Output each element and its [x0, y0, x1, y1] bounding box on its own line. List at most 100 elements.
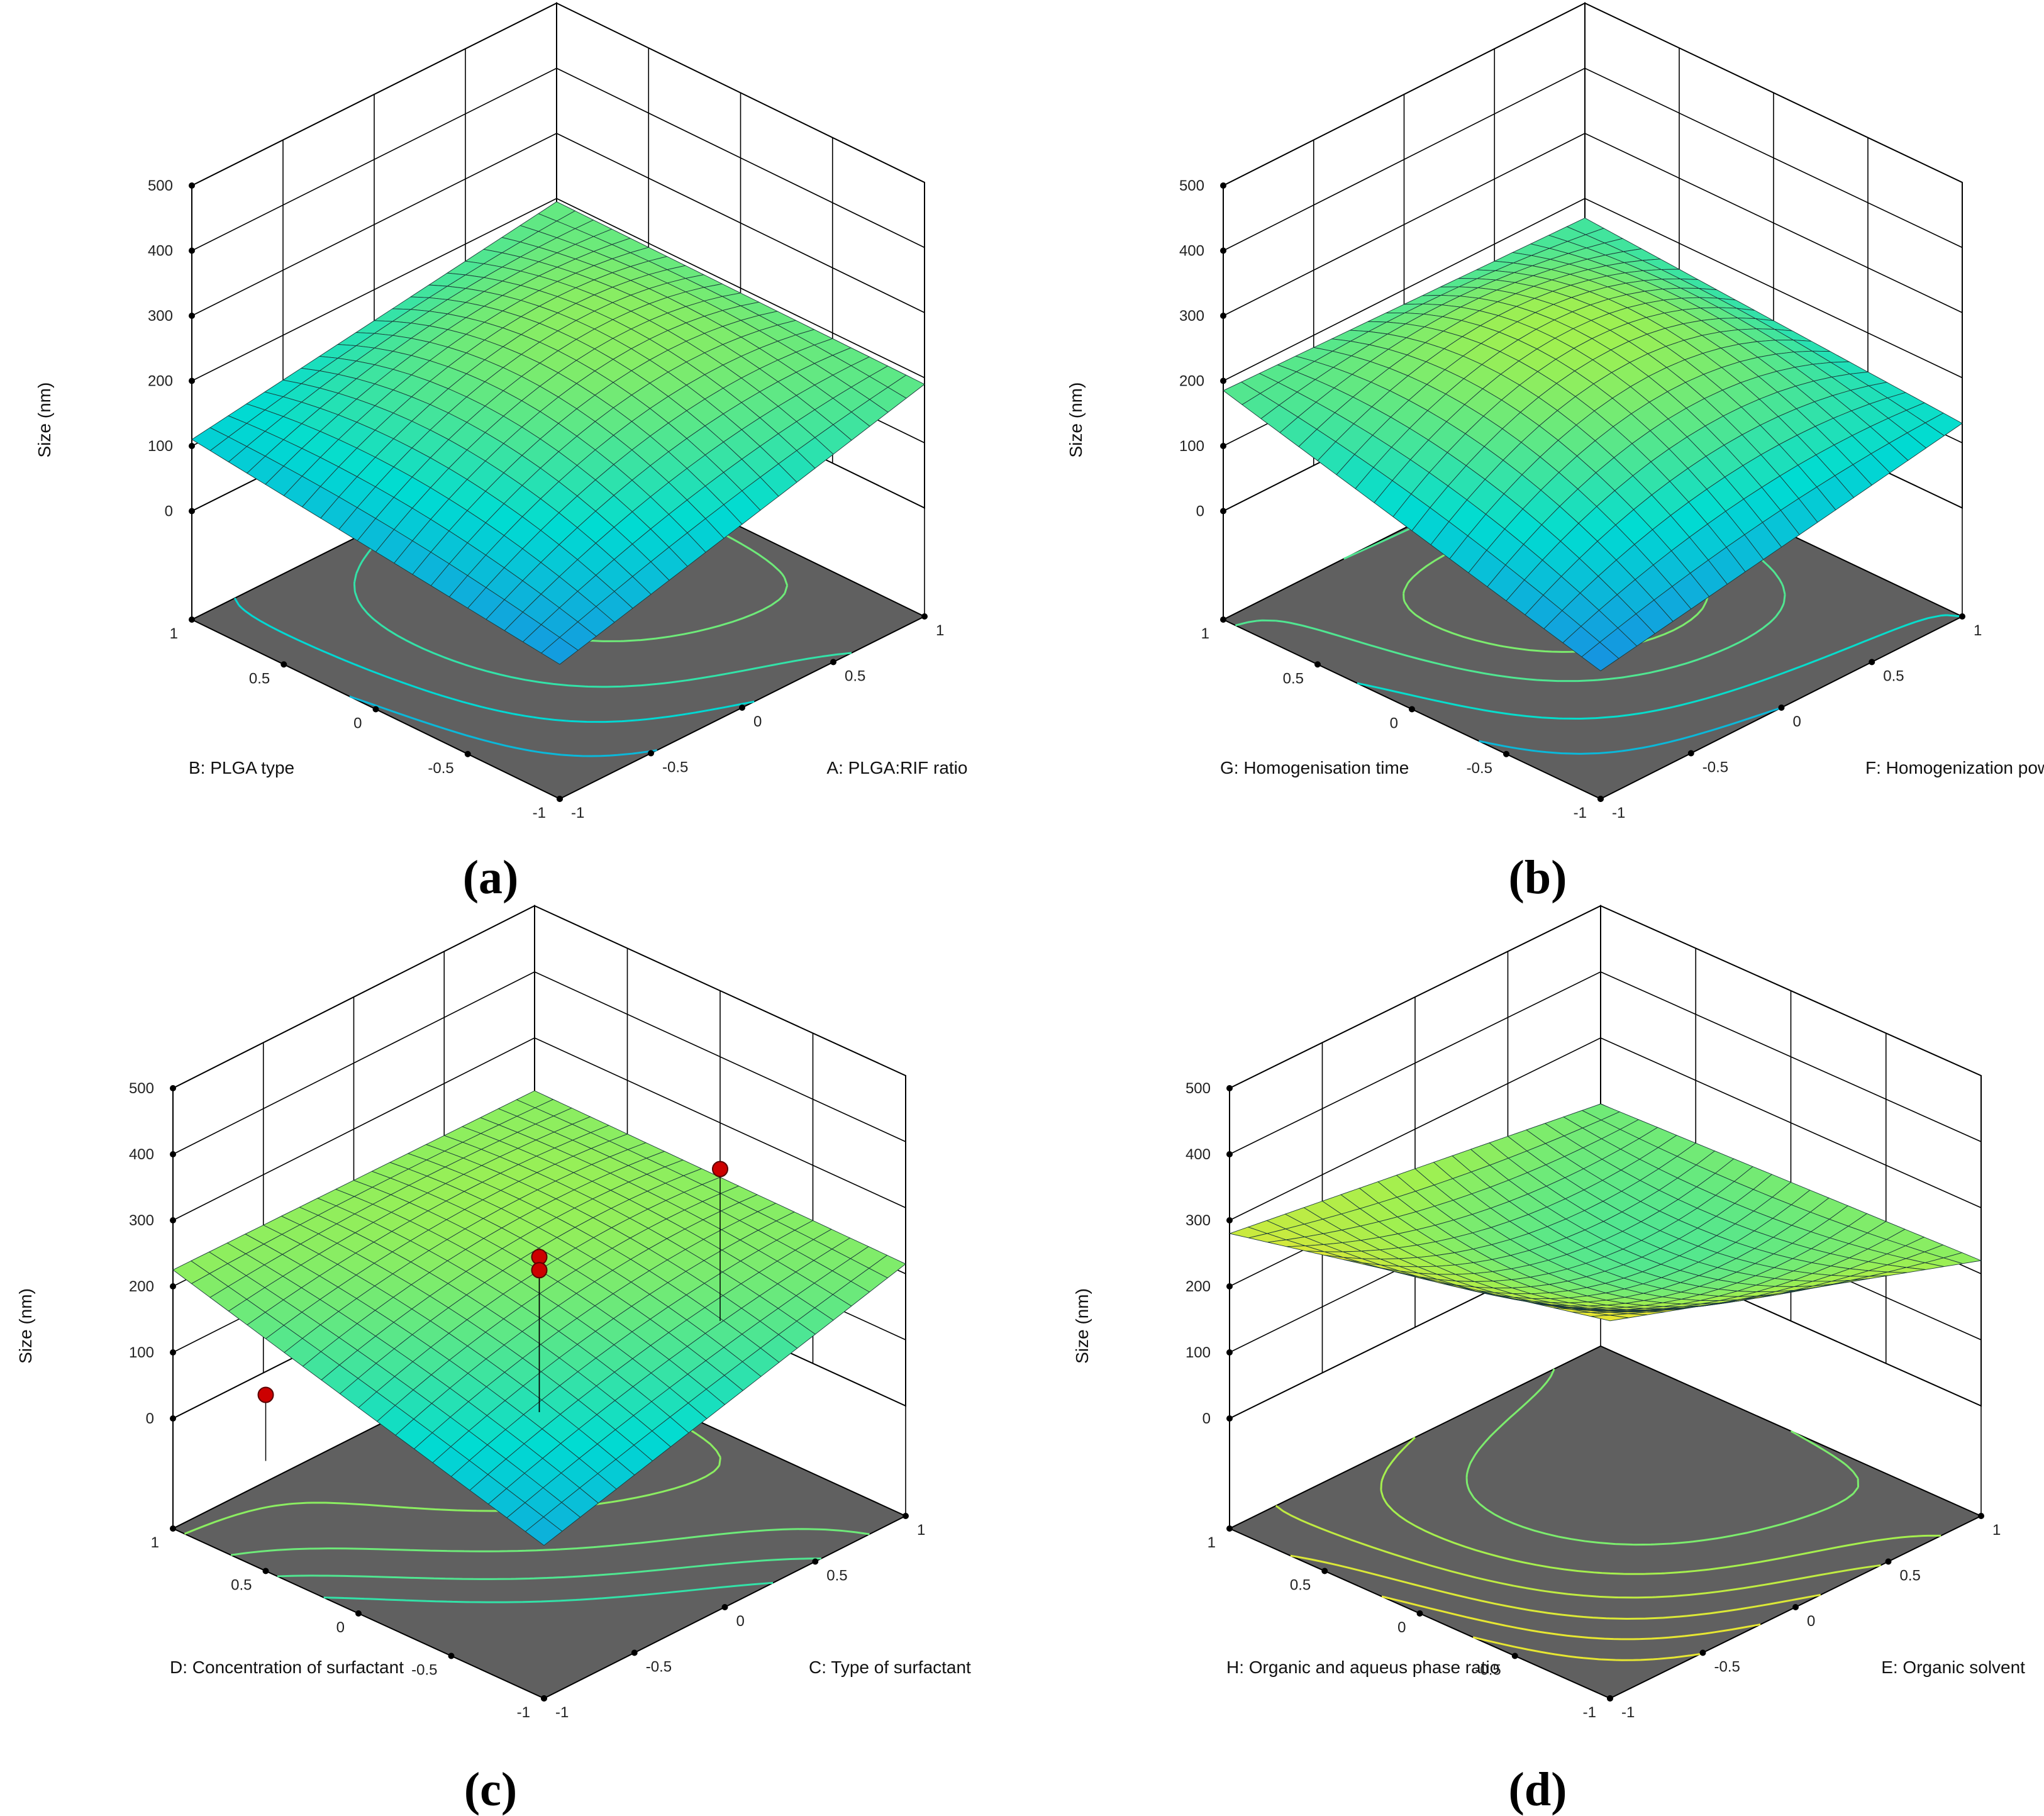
z-tick-dot — [170, 1085, 176, 1091]
z-axis-ticks: 0 100 200 300 400 500 — [129, 1080, 176, 1427]
z-tick-dot — [189, 182, 195, 189]
z-axis-title: Size (nm) — [1072, 1288, 1092, 1364]
x-tick-label: -1 — [1612, 805, 1625, 822]
z-tick-dot — [1220, 182, 1226, 189]
x-tick-dot — [648, 750, 654, 757]
x-tick-dot — [1978, 1513, 1984, 1519]
x-axis-title: C: Type of surfactant — [809, 1657, 971, 1677]
z-tick-label: 0 — [146, 1410, 154, 1427]
z-tick-dot — [1220, 377, 1226, 384]
y-tick-label: -1 — [533, 805, 546, 822]
y-tick-label: 1 — [1208, 1534, 1216, 1551]
x-axis-ticks: -1 -0.5 0 0.5 1 — [1597, 613, 1982, 822]
y-axis-ticks: -1 -0.5 0 0.5 1 — [170, 616, 563, 822]
x-tick-label: -1 — [1621, 1704, 1635, 1721]
x-tick-label: 0 — [1807, 1613, 1815, 1630]
x-tick-dot — [812, 1558, 819, 1565]
y-tick-label: 0 — [353, 715, 362, 732]
z-tick-label: 500 — [1179, 177, 1204, 194]
z-tick-dot — [1226, 1415, 1233, 1422]
z-tick-dot — [170, 1217, 176, 1223]
contour-line — [230, 1528, 870, 1556]
floor-contours — [1275, 1368, 1941, 1661]
x-tick-dot — [1792, 1604, 1799, 1610]
y-tick-dot — [1503, 750, 1509, 757]
x-axis-ticks: -1 -0.5 0 0.5 1 — [1607, 1513, 2001, 1721]
y-axis-ticks: -1 -0.5 0 0.5 1 — [1208, 1525, 1613, 1721]
y-tick-label: -1 — [1583, 1704, 1596, 1721]
panel-c: (c) 0 100 200 300 400 500 Size (nm) -1 -0.5 0 0.5 1… — [16, 905, 971, 1816]
y-tick-dot — [448, 1652, 455, 1659]
y-tick-label: 1 — [1201, 625, 1209, 642]
y-tick-dot — [1409, 706, 1415, 713]
y-tick-dot — [372, 706, 379, 713]
surface-cell — [541, 637, 579, 665]
z-tick-label: 400 — [129, 1146, 154, 1163]
z-tick-label: 400 — [148, 243, 173, 260]
x-tick-dot — [721, 1604, 728, 1610]
y-tick-dot — [1416, 1610, 1423, 1617]
x-tick-label: 1 — [1992, 1522, 2001, 1539]
z-axis-title: Size (nm) — [1066, 382, 1086, 458]
z-axis-title: Size (nm) — [35, 382, 54, 458]
z-tick-label: 100 — [148, 438, 173, 455]
y-tick-dot — [170, 1525, 176, 1532]
contour-line — [1381, 1595, 1761, 1641]
z-tick-dot — [189, 313, 195, 319]
y-tick-dot — [1226, 1525, 1233, 1532]
y-tick-label: 1 — [170, 625, 178, 642]
x-tick-label: 0.5 — [1900, 1568, 1921, 1585]
z-axis-title: Size (nm) — [16, 1288, 35, 1364]
x-tick-label: 0.5 — [845, 668, 865, 685]
response-surface — [1228, 1103, 1982, 1322]
y-axis-title: D: Concentration of surfactant — [170, 1657, 404, 1677]
z-tick-label: 400 — [1186, 1146, 1211, 1163]
z-tick-dot — [1220, 247, 1226, 254]
x-tick-dot — [903, 1513, 909, 1519]
contour-line — [1472, 1636, 1701, 1661]
z-tick-label: 0 — [1203, 1410, 1211, 1427]
surface-cell — [1581, 642, 1619, 672]
y-tick-label: 0.5 — [249, 670, 270, 687]
x-tick-label: -0.5 — [1702, 759, 1728, 776]
contour-line — [1380, 1436, 1941, 1575]
response-surface — [191, 201, 925, 665]
z-axis-ticks: 0 100 200 300 400 500 — [1186, 1080, 1233, 1427]
response-surface — [172, 1090, 906, 1546]
x-tick-label: 0 — [753, 713, 762, 730]
z-tick-dot — [1226, 1151, 1233, 1157]
design-point — [531, 1262, 548, 1279]
panel-d-caption: (d) — [1509, 1763, 1567, 1816]
z-tick-label: 300 — [1186, 1212, 1211, 1229]
z-tick-dot — [1220, 313, 1226, 319]
back-walls — [1229, 905, 1982, 1529]
z-tick-dot — [170, 1151, 176, 1157]
x-tick-label: -1 — [555, 1704, 569, 1721]
z-tick-dot — [170, 1415, 176, 1422]
z-tick-dot — [1220, 443, 1226, 449]
x-tick-dot — [921, 613, 928, 620]
y-tick-label: 1 — [151, 1534, 159, 1551]
contour-line — [1479, 706, 1782, 755]
y-axis-ticks: -1 -0.5 0 0.5 1 — [151, 1525, 547, 1721]
y-tick-dot — [189, 616, 195, 623]
panel-a: (a) 0 100 200 300 400 500 Size (nm) -1 -0.5 0 0.5 1… — [35, 2, 967, 904]
x-axis-title: A: PLGA:RIF ratio — [826, 758, 967, 777]
z-tick-label: 100 — [1186, 1344, 1211, 1361]
y-tick-label: 0.5 — [1290, 1577, 1311, 1594]
y-axis-title: B: PLGA type — [189, 758, 294, 777]
floor-plane — [1228, 1345, 1983, 1700]
y-tick-label: -1 — [1574, 805, 1587, 822]
x-tick-label: 1 — [1974, 622, 1982, 639]
z-tick-dot — [189, 443, 195, 449]
x-tick-label: 0.5 — [1883, 668, 1904, 685]
y-tick-label: -0.5 — [411, 1662, 437, 1679]
z-tick-dot — [170, 1283, 176, 1290]
x-tick-dot — [1687, 750, 1694, 757]
panel-b-caption: (b) — [1509, 851, 1567, 904]
z-tick-dot — [189, 247, 195, 254]
z-tick-dot — [170, 1349, 176, 1356]
y-tick-label: -1 — [517, 1704, 530, 1721]
x-axis-ticks: -1 -0.5 0 0.5 1 — [541, 1513, 925, 1721]
